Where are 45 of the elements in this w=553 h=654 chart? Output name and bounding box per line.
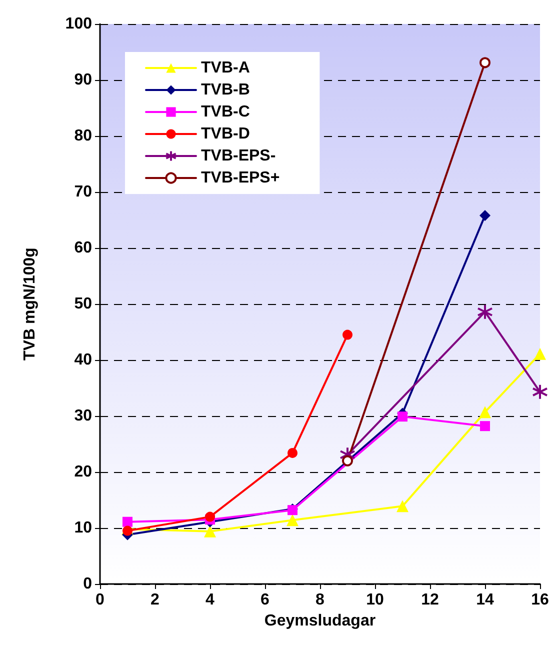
point <box>122 526 132 536</box>
point <box>534 348 546 360</box>
y-tick-label: 100 <box>65 16 92 32</box>
legend-label: TVB-A <box>201 60 250 76</box>
x-tick-label: 6 <box>260 592 270 608</box>
y-tick-label: 90 <box>74 72 92 88</box>
point <box>396 500 408 512</box>
point <box>398 412 408 422</box>
legend-label: TVB-C <box>201 104 250 120</box>
x-tick-label: 12 <box>421 592 439 608</box>
y-axis-title: TVB mgN/100g <box>22 248 38 360</box>
y-tick-label: 0 <box>83 576 92 592</box>
legend-label: TVB-EPS+ <box>201 170 280 186</box>
y-tick-label: 50 <box>74 296 92 312</box>
y-tick-label: 40 <box>74 352 92 368</box>
x-tick-label: 16 <box>531 592 549 608</box>
y-tick-label: 70 <box>74 184 92 200</box>
x-tick-label: 10 <box>366 592 384 608</box>
point <box>342 455 353 466</box>
point <box>479 406 491 418</box>
y-tick-label: 30 <box>74 408 92 424</box>
legend-label: TVB-EPS- <box>201 148 276 164</box>
x-tick-label: 0 <box>96 592 105 608</box>
legend-label: TVB-B <box>201 82 250 98</box>
y-tick-label: 60 <box>74 240 92 256</box>
x-tick-label: 2 <box>150 592 160 608</box>
point <box>205 512 215 522</box>
point <box>122 516 132 527</box>
point <box>288 448 298 458</box>
y-tick-label: 10 <box>74 520 92 536</box>
point <box>477 304 493 320</box>
point <box>480 421 490 432</box>
y-tick-label: 20 <box>74 464 92 480</box>
point <box>532 384 548 400</box>
point <box>204 525 216 538</box>
x-tick-label: 14 <box>476 592 494 608</box>
x-tick-label: 4 <box>206 592 215 608</box>
x-tick-label: 8 <box>316 592 325 608</box>
x-axis-title: Geymsludagar <box>264 612 376 630</box>
y-tick-label: 80 <box>74 128 92 144</box>
point <box>342 330 352 340</box>
point <box>480 210 490 222</box>
point <box>286 514 298 526</box>
point <box>480 57 490 68</box>
legend-label: TVB-D <box>201 126 250 142</box>
